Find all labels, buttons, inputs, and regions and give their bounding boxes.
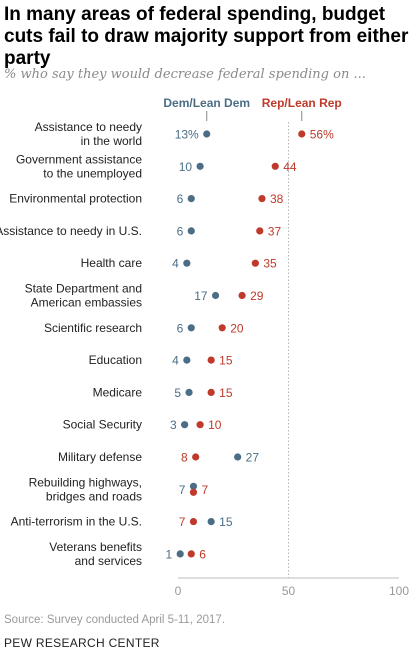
category-label-line: American embassies	[31, 296, 142, 310]
dem-dot	[187, 324, 195, 332]
category-label: Veterans benefits and services	[49, 540, 142, 568]
chart-title: In many areas of federal spending, budge…	[4, 4, 409, 69]
dem-value-label: 6	[177, 192, 184, 206]
rep-dot	[258, 195, 266, 203]
org-name: PEW RESEARCH CENTER	[4, 636, 160, 650]
category-label-line: State Department and	[25, 282, 142, 296]
dem-value-label: 1	[166, 547, 173, 561]
rep-value-label: 29	[250, 289, 264, 303]
category-label-line: Assistance to needy	[35, 120, 142, 134]
rep-dot	[298, 130, 306, 138]
rep-dot	[207, 356, 215, 364]
chart-subtitle: % who say they would decrease federal sp…	[4, 67, 366, 82]
category-label-line: Military defense	[58, 450, 142, 464]
rep-value-label: 8	[181, 451, 188, 465]
category-label: Environmental protection	[9, 192, 142, 206]
dem-dot	[185, 388, 193, 396]
category-label-line: and services	[75, 554, 142, 568]
rep-value-label: 10	[208, 418, 222, 432]
dem-value-label: 27	[246, 451, 260, 465]
rep-value-label: 7	[179, 515, 186, 529]
dot-plot: 0 50 100 Dem/Lean Dem Rep/Lean Rep Assistance…	[0, 96, 409, 598]
dem-dot	[189, 482, 198, 490]
dem-dot	[196, 162, 204, 170]
category-label-line: Health care	[81, 256, 143, 270]
category-label: Military defense	[58, 450, 142, 464]
rep-dot	[218, 324, 226, 332]
dem-value-label: 3	[170, 418, 177, 432]
category-label-line: in the world	[81, 134, 142, 148]
rep-value-label: 38	[270, 192, 284, 206]
dem-dot	[187, 227, 195, 235]
rep-value-label: 37	[268, 224, 282, 238]
rep-dot	[189, 488, 198, 496]
rep-value-label: 6	[199, 547, 206, 561]
dem-dot	[183, 356, 191, 364]
dem-dot	[183, 259, 191, 267]
rep-dot	[238, 291, 246, 300]
legend-dem: Dem/Lean Dem	[163, 96, 250, 110]
dem-dot	[176, 550, 184, 558]
dem-dot	[234, 453, 242, 461]
category-label-line: Government assistance	[16, 152, 142, 166]
dem-dot	[181, 421, 189, 429]
rep-dot	[196, 421, 204, 429]
rep-dot	[207, 388, 215, 396]
rep-dot	[271, 162, 279, 170]
x-tick-label: 0	[175, 584, 182, 598]
rep-value-label: 44	[283, 160, 297, 174]
dem-value-label: 17	[194, 289, 208, 303]
source-note: Source: Survey conducted April 5-11, 201…	[4, 614, 225, 626]
category-label-line: Education	[89, 353, 142, 367]
category-label-line: bridges and roads	[46, 489, 142, 503]
dem-dot	[211, 291, 220, 300]
rep-value-label: 35	[263, 257, 277, 271]
category-label-line: Assistance to needy in U.S.	[0, 224, 142, 238]
category-label-line: Medicare	[93, 385, 143, 399]
category-label: Scientific research	[44, 321, 142, 335]
category-label-line: Rebuilding highways,	[29, 475, 142, 489]
rep-dot	[256, 227, 264, 235]
dem-value-label: 13%	[175, 128, 199, 142]
dem-dot	[187, 195, 195, 203]
dem-value-label: 10	[179, 160, 193, 174]
category-label: Anti-terrorism in the U.S.	[11, 515, 142, 529]
category-label-line: Social Security	[63, 418, 142, 432]
rep-value-label: 56%	[310, 128, 334, 142]
category-label: State Department and American embassies	[25, 282, 142, 310]
category-label: Medicare	[93, 385, 143, 399]
category-label: Assistance to needy in the world	[35, 120, 142, 148]
legend-rep: Rep/Lean Rep	[262, 96, 342, 110]
rep-value-label: 7	[201, 483, 208, 497]
x-tick-label: 100	[389, 584, 409, 598]
category-label: Social Security	[63, 418, 142, 432]
rep-dot	[192, 453, 200, 461]
category-label-line: Scientific research	[44, 321, 142, 335]
category-label: Assistance to needy in U.S.	[0, 224, 142, 238]
dem-value-label: 6	[177, 321, 184, 335]
dem-value-label: 7	[179, 483, 186, 497]
category-label-line: to the unemployed	[43, 166, 142, 180]
rep-dot	[187, 550, 195, 558]
dem-value-label: 5	[174, 386, 181, 400]
rep-value-label: 15	[219, 386, 233, 400]
category-label-line: Environmental protection	[9, 192, 142, 206]
category-label-line: Veterans benefits	[49, 540, 142, 554]
category-label: Health care	[81, 256, 143, 270]
rep-dot	[251, 259, 259, 267]
dem-value-label: 6	[177, 224, 184, 238]
x-tick-label: 50	[282, 584, 296, 598]
rep-value-label: 15	[219, 354, 233, 368]
rep-value-label: 20	[230, 321, 244, 335]
dem-dot	[207, 518, 215, 526]
category-label: Rebuilding highways, bridges and roads	[29, 475, 142, 503]
dem-value-label: 4	[172, 257, 179, 271]
dem-value-label: 4	[172, 354, 179, 368]
dem-dot	[203, 130, 211, 138]
dem-value-label: 15	[219, 515, 233, 529]
category-label-line: Anti-terrorism in the U.S.	[11, 515, 142, 529]
category-label: Government assistance to the unemployed	[16, 152, 142, 180]
category-label: Education	[89, 353, 142, 367]
rep-dot	[189, 518, 198, 526]
